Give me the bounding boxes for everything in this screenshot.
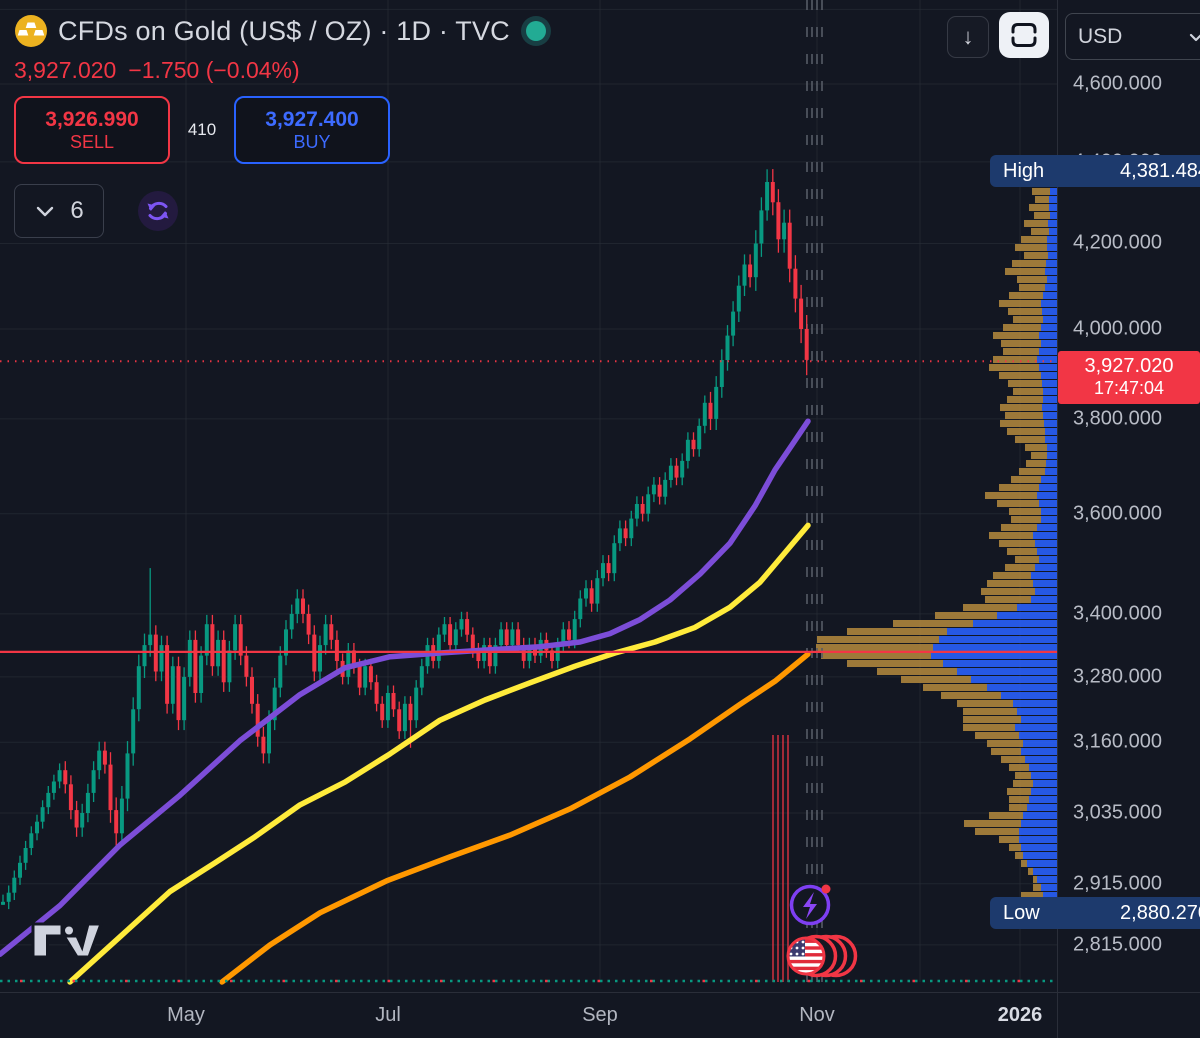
price-tick-label: 3,280.000	[1073, 665, 1162, 688]
time-tick-label: May	[167, 1004, 205, 1026]
currency-value: USD	[1078, 24, 1123, 48]
price-tick-label: 4,600.000	[1073, 72, 1162, 95]
price-tick-label: 2,915.000	[1073, 872, 1162, 895]
high-label: High	[1003, 159, 1045, 182]
chevron-down-icon	[37, 206, 54, 217]
currency-dropdown[interactable]: USD	[1065, 13, 1200, 60]
screenshot-button[interactable]	[999, 12, 1049, 58]
refresh-quotes-button[interactable]	[136, 189, 180, 233]
time-tick-label: Nov	[799, 1004, 835, 1026]
high-value: 4,381.484	[1120, 159, 1200, 182]
buy-price: 3,927.400	[265, 107, 359, 131]
price-change-row: 3,927.020 −1.750 (−0.04%)	[14, 57, 552, 84]
price-tick-label: 3,035.000	[1073, 801, 1162, 824]
gold-bars-icon	[15, 15, 47, 47]
price-tick-label: 3,600.000	[1073, 502, 1162, 525]
last-price-badge: 3,927.020 17:47:04	[1058, 351, 1200, 405]
time-axis[interactable]: May Jul Sep Nov 2026	[0, 992, 1200, 1038]
candle-count-value: 6	[70, 197, 84, 224]
price-tick-label: 2,815.000	[1073, 933, 1162, 956]
price-tick-label: 4,200.000	[1073, 231, 1162, 254]
chart-header: CFDs on Gold (US$ / OZ) · 1D · TVC 3,927…	[14, 14, 552, 238]
sell-price: 3,926.990	[45, 107, 139, 131]
last-price-time: 17:47:04	[1093, 378, 1165, 399]
price-tick-label: 3,400.000	[1073, 602, 1162, 625]
low-price-badge: Low 2,880.270	[990, 897, 1200, 929]
buy-button[interactable]: 3,927.400 BUY	[234, 96, 390, 164]
price-tick-label: 3,160.000	[1073, 730, 1162, 753]
symbol-title[interactable]: CFDs on Gold (US$ / OZ) · 1D · TVC	[58, 15, 510, 46]
chevron-down-icon	[1189, 33, 1200, 41]
download-arrow-icon: ↓	[962, 24, 974, 49]
price-tick-label: 3,800.000	[1073, 407, 1162, 430]
last-price-value: 3,927.020	[1084, 355, 1174, 377]
high-price-badge: High 4,381.484	[990, 155, 1200, 187]
axis-separator	[1057, 993, 1058, 1038]
header-last-price: 3,927.020	[14, 57, 117, 83]
price-axis[interactable]: 4,600.0004,400.0004,200.0004,000.0003,80…	[1057, 0, 1200, 992]
spread-value: 410	[187, 120, 217, 139]
buy-label: BUY	[293, 131, 331, 152]
time-tick-label: Sep	[582, 1004, 618, 1026]
header-change: −1.750 (−0.04%)	[128, 57, 300, 83]
low-label: Low	[1003, 901, 1040, 924]
time-tick-label: Jul	[375, 1004, 401, 1026]
sync-icon	[138, 191, 178, 231]
market-open-status-icon	[520, 16, 551, 46]
sell-label: SELL	[69, 131, 115, 152]
download-button[interactable]: ↓	[947, 16, 989, 58]
sell-button[interactable]: 3,926.990 SELL	[14, 96, 170, 164]
candle-count-dropdown[interactable]: 6	[14, 184, 104, 238]
low-value: 2,880.270	[1120, 901, 1200, 924]
price-tick-label: 4,000.000	[1073, 317, 1162, 340]
time-tick-label: 2026	[997, 1004, 1043, 1026]
screenshot-frame-icon	[1011, 23, 1037, 47]
